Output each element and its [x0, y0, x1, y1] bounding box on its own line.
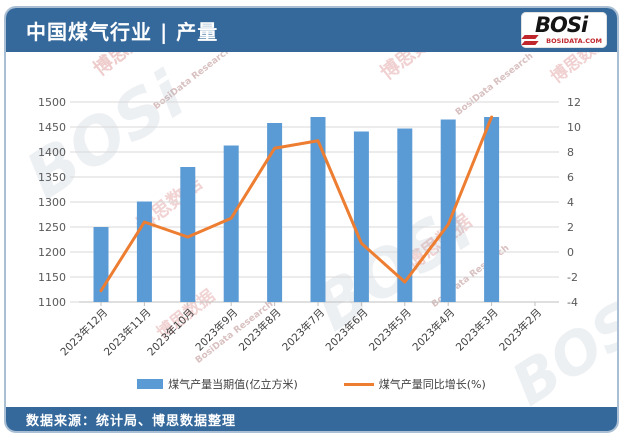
logo-stripe-icon [521, 41, 539, 45]
legend-label: 煤气产量同比增长(%) [378, 378, 486, 391]
bosidata-logo-icon: BOSi BOSIDATA.COM [521, 12, 607, 48]
x-axis-label: 2023年8月 [236, 306, 284, 354]
bar-2023年7月 [310, 117, 326, 302]
left-axis-tick-label: 1500 [38, 96, 66, 109]
bar-2023年5月 [397, 128, 413, 302]
logo-domain: BOSIDATA.COM [546, 37, 602, 45]
page-title: 中国煤气行业 | 产量 [26, 19, 219, 44]
x-axis-label: 2023年5月 [366, 306, 414, 354]
report-card: 中国煤气行业 | 产量 BOSi BOSIDATA.COM 博思数据 博思数据 博思… [4, 6, 619, 433]
left-axis-tick-label: 1450 [38, 121, 66, 134]
footer-bar: 数据来源：统计局、博思数据整理 [6, 407, 617, 431]
right-axis-tick-label: -2 [567, 271, 578, 284]
right-axis-tick-label: 6 [567, 171, 574, 184]
bar-swatch-icon [137, 379, 164, 389]
x-axis-label: 2023年7月 [279, 306, 327, 354]
x-axis-label: 2023年2月 [496, 306, 544, 354]
left-axis-tick-label: 1150 [38, 271, 66, 284]
legend-label: 煤气产量当期值(亿立方米) [168, 378, 298, 391]
right-axis-tick-label: 10 [567, 121, 581, 134]
right-axis-tick-label: -4 [567, 296, 578, 309]
right-axis-tick-label: 0 [567, 246, 574, 259]
right-axis-tick-label: 4 [567, 196, 574, 209]
x-axis-label: 2023年3月 [453, 306, 501, 354]
bar-2023年9月 [223, 145, 239, 302]
x-axis-label: 2023年6月 [323, 306, 371, 354]
left-axis-tick-label: 1400 [38, 146, 66, 159]
combo-chart: 1500 1450 1400 1350 1300 1250 1200 1150 1100 12 10… [38, 96, 581, 358]
bar-2023年11月 [136, 201, 152, 302]
bar-2023年8月 [267, 123, 283, 302]
bar-2023年6月 [353, 131, 369, 302]
data-source-text: 数据来源：统计局、博思数据整理 [26, 413, 237, 429]
x-axis-label: 2023年10月 [145, 306, 197, 358]
chart-legend: 煤气产量当期值(亿立方米) 煤气产量同比增长(%) [6, 376, 617, 392]
header-bar: 中国煤气行业 | 产量 BOSi BOSIDATA.COM [6, 8, 617, 52]
x-axis-label: 2023年4月 [410, 306, 458, 354]
right-axis-tick-label: 8 [567, 146, 574, 159]
right-axis-tick-label: 12 [567, 96, 581, 109]
growth-line [99, 115, 494, 293]
right-axis-tick-label: 2 [567, 221, 574, 234]
line-swatch-icon [343, 382, 374, 386]
legend-item-bar-series: 煤气产量当期值(亿立方米) [137, 376, 298, 392]
left-axis-tick-label: 1100 [38, 296, 66, 309]
bar-2023年3月 [484, 117, 500, 302]
bar-2023年10月 [180, 167, 196, 302]
x-axis-label: 2023年9月 [193, 306, 241, 354]
legend-item-line-series: 煤气产量同比增长(%) [343, 376, 486, 392]
left-axis-tick-label: 1300 [38, 196, 66, 209]
left-axis-tick-label: 1250 [38, 221, 66, 234]
left-axis-tick-label: 1350 [38, 171, 66, 184]
logo-text: BOSi [535, 13, 588, 37]
bar-2023年4月 [440, 119, 456, 302]
left-axis-tick-label: 1200 [38, 246, 66, 259]
